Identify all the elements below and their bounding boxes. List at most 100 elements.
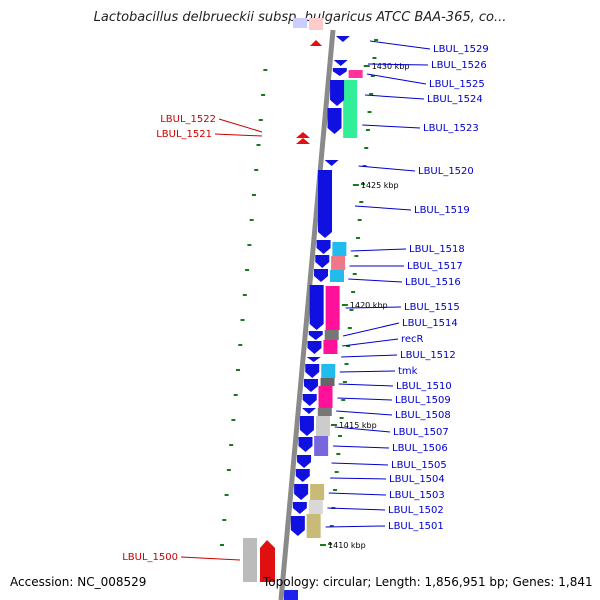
gene-label[interactable]: LBUL_1500 (122, 552, 178, 563)
gene-label[interactable]: LBUL_1514 (402, 318, 458, 329)
gene-label[interactable]: LBUL_1508 (395, 410, 451, 421)
feature-box (330, 270, 345, 282)
feature-box (306, 514, 321, 538)
kbp-label: 1420 kbp (350, 301, 388, 310)
leader-line (348, 278, 403, 283)
leader-line (354, 205, 412, 211)
topology-info-text: Topology: circular; Length: 1,856,951 bp… (263, 575, 593, 589)
gene-arrow-forward (318, 170, 333, 238)
feature-box (315, 416, 330, 436)
gene-label[interactable]: LBUL_1515 (404, 302, 460, 313)
feature-box (332, 242, 347, 256)
leader-line (331, 462, 389, 466)
gene-label[interactable]: LBUL_1504 (389, 474, 445, 485)
feature-box (314, 436, 329, 456)
gene-arrow-forward (302, 394, 317, 406)
gene-label[interactable]: LBUL_1512 (400, 350, 456, 361)
feature-box (310, 484, 325, 500)
gene-label[interactable]: LBUL_1518 (409, 244, 465, 255)
feature-box (317, 408, 332, 416)
gene-arrow-forward (305, 364, 320, 378)
gene-label[interactable]: LBUL_1502 (388, 505, 444, 516)
gene-arrow-forward (316, 240, 331, 254)
gene-arrow-forward (333, 60, 348, 66)
feature-box (325, 286, 340, 330)
feature-box (293, 18, 307, 28)
gene-label[interactable]: LBUL_1505 (391, 460, 447, 471)
gene-label[interactable]: LBUL_1507 (393, 427, 449, 438)
leader-line (366, 73, 427, 85)
feature-box (309, 18, 323, 30)
gene-label[interactable]: LBUL_1517 (407, 261, 463, 272)
gene-arrow-forward (309, 285, 324, 330)
gene-label[interactable]: LBUL_1529 (433, 44, 489, 55)
gene-label[interactable]: LBUL_1506 (392, 443, 448, 454)
gene-arrow-forward (327, 108, 342, 134)
feature-box (318, 386, 333, 408)
leader-line (180, 556, 241, 561)
gene-label[interactable]: LBUL_1526 (431, 60, 487, 71)
gene-label[interactable]: LBUL_1519 (414, 205, 470, 216)
gene-arrow-forward (303, 379, 318, 392)
leader-line (369, 40, 431, 50)
gene-arrow-forward (297, 455, 312, 468)
kbp-label: 1415 kbp (339, 421, 377, 430)
gene-arrow-forward (307, 341, 322, 354)
gene-label[interactable]: recR (401, 334, 424, 345)
gene-label[interactable]: LBUL_1510 (396, 381, 452, 392)
leader-line (362, 124, 421, 129)
gene-arrow-forward (332, 68, 347, 76)
feature-box (331, 256, 346, 270)
leader-line (336, 410, 393, 416)
gene-arrow-forward (330, 80, 345, 106)
gene-arrow-reverse (296, 132, 310, 138)
feature-box (324, 330, 339, 340)
leader-line (328, 492, 387, 496)
leader-line (342, 322, 400, 337)
gene-label[interactable]: LBUL_1522 (160, 114, 216, 125)
leader-line (327, 507, 386, 511)
leader-line (350, 248, 407, 252)
kbp-label: 1425 kbp (361, 181, 399, 190)
leader-line (214, 133, 263, 137)
feature-box (321, 364, 336, 378)
gene-label[interactable]: tmk (398, 366, 418, 377)
leader-line (325, 525, 386, 528)
gene-arrow-forward (290, 516, 305, 536)
gene-label[interactable]: LBUL_1520 (418, 166, 474, 177)
gene-arrow-forward (292, 502, 307, 514)
feature-box (323, 340, 338, 354)
leader-line (334, 426, 391, 433)
gene-arrow-forward (308, 331, 323, 340)
gene-arrow-forward (315, 255, 330, 268)
gene-label[interactable]: LBUL_1523 (423, 123, 479, 134)
leader-line (330, 477, 387, 480)
kbp-label: 1410 kbp (328, 541, 366, 550)
gene-label[interactable]: LBUL_1525 (429, 79, 485, 90)
feature-box (320, 378, 335, 386)
gene-label[interactable]: LBUL_1524 (427, 94, 483, 105)
kbp-label: 1430 kbp (372, 62, 410, 71)
leader-line (358, 165, 416, 172)
leader-line (338, 383, 394, 387)
leader-line (341, 354, 398, 358)
leader-line (365, 94, 425, 100)
gene-arrow-forward (306, 357, 321, 362)
gene-label[interactable]: LBUL_1521 (156, 129, 212, 140)
gene-label[interactable]: LBUL_1501 (388, 521, 444, 532)
gene-arrow-forward (294, 484, 309, 500)
gene-arrow-forward (298, 437, 313, 452)
gene-label[interactable]: LBUL_1516 (405, 277, 461, 288)
gene-arrow-forward (299, 416, 314, 436)
leader-line (367, 63, 429, 66)
gene-arrow-reverse (260, 540, 275, 582)
gene-arrow-forward (335, 36, 350, 42)
leader-line (218, 118, 263, 133)
gene-arrow-forward (314, 269, 329, 282)
map-title: Lactobacillus delbrueckii subsp. bulgari… (93, 10, 507, 25)
gene-label[interactable]: LBUL_1509 (395, 395, 451, 406)
gene-label[interactable]: LBUL_1503 (389, 490, 445, 501)
leader-line (333, 445, 390, 449)
feature-box (348, 70, 363, 78)
